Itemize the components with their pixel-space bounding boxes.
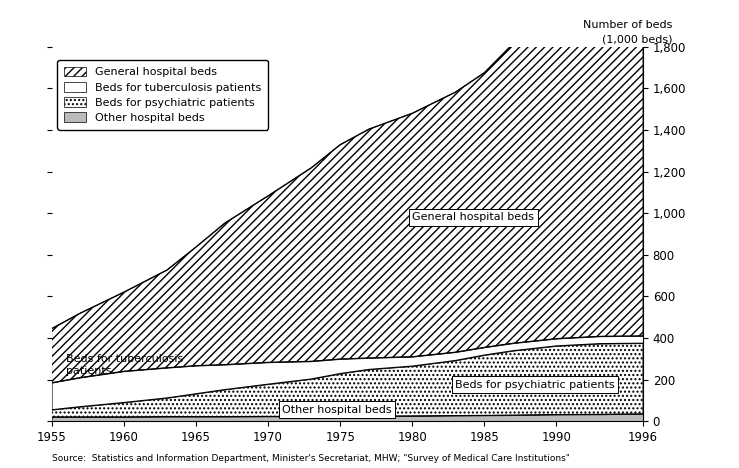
Text: General hospital beds: General hospital beds xyxy=(412,212,534,222)
Text: (1,000 beds): (1,000 beds) xyxy=(602,35,672,44)
Text: Number of beds: Number of beds xyxy=(583,21,672,30)
Text: Beds for psychiatric patients: Beds for psychiatric patients xyxy=(455,380,615,390)
Text: Beds for tuberculosis
patients: Beds for tuberculosis patients xyxy=(67,354,183,376)
Text: Other hospital beds: Other hospital beds xyxy=(282,405,392,415)
Legend: General hospital beds, Beds for tuberculosis patients, Beds for psychiatric pati: General hospital beds, Beds for tubercul… xyxy=(58,60,268,130)
Text: Source:  Statistics and Information Department, Minister's Secretariat, MHW; "Su: Source: Statistics and Information Depar… xyxy=(52,454,570,463)
